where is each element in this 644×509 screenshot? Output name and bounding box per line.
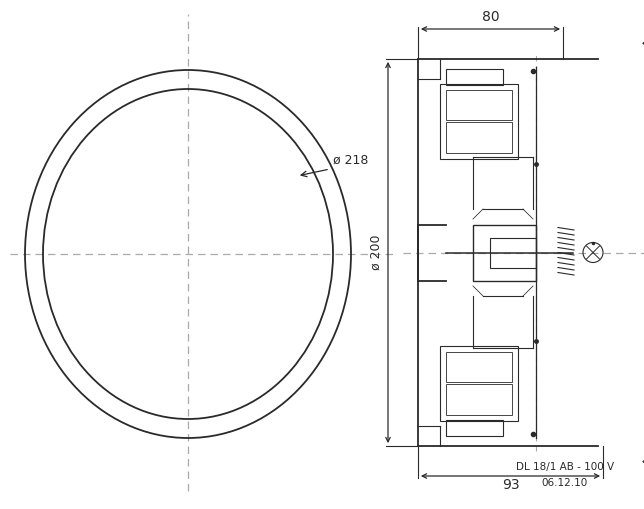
Text: 93: 93 xyxy=(502,478,519,492)
Bar xyxy=(473,224,536,280)
Text: ø 218: ø 218 xyxy=(333,154,368,167)
Bar xyxy=(446,383,512,415)
Text: ø 200: ø 200 xyxy=(370,235,383,270)
Bar xyxy=(440,84,518,159)
Bar xyxy=(446,90,512,120)
Text: DL 18/1 AB - 100 V: DL 18/1 AB - 100 V xyxy=(516,462,614,472)
Bar xyxy=(490,238,536,268)
Bar xyxy=(446,122,512,153)
Bar xyxy=(446,69,503,85)
Bar xyxy=(440,346,518,421)
Bar xyxy=(446,352,512,382)
Text: 06.12.10: 06.12.10 xyxy=(542,478,588,488)
Bar xyxy=(446,420,503,436)
Text: 80: 80 xyxy=(482,10,499,24)
